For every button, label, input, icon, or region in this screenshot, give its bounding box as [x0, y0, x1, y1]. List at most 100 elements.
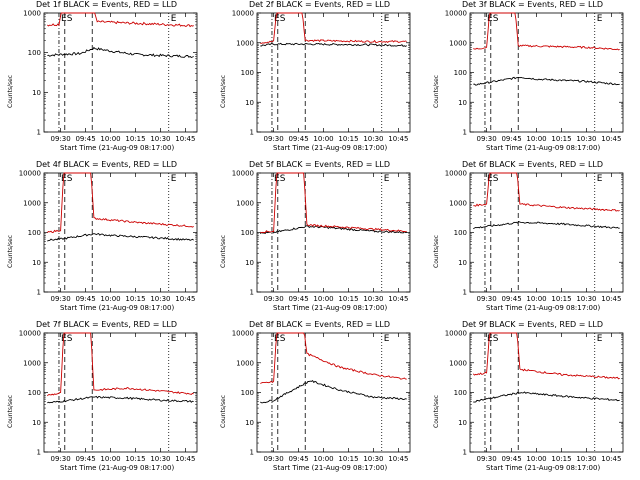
- event-marker-label: E: [171, 174, 177, 184]
- series-line-lld: [46, 172, 194, 233]
- x-tick-label: 09:45: [288, 455, 308, 463]
- y-tick-label: 100: [28, 49, 41, 57]
- x-tick-label: 09:45: [501, 455, 521, 463]
- panel-title: Det 1f BLACK = Events, RED = LLD: [35, 0, 178, 9]
- y-tick-label: 1: [463, 289, 467, 297]
- detector-panel-3: Det 3f BLACK = Events, RED = LLD Counts/s…: [426, 0, 639, 160]
- event-marker-label: S: [67, 174, 73, 184]
- x-tick-label: 10:00: [313, 135, 333, 143]
- event-marker-label: E: [487, 174, 493, 184]
- panel-title: Det 9f BLACK = Events, RED = LLD: [461, 320, 604, 329]
- event-marker-label: S: [493, 334, 499, 344]
- y-tick-label: 10000: [19, 330, 41, 338]
- event-marker-label: S: [280, 334, 286, 344]
- x-tick-label: 09:30: [51, 135, 71, 143]
- y-tick-label: 100: [241, 389, 254, 397]
- x-tick-label: 10:30: [576, 135, 596, 143]
- chart-svg: 1 10 100 1000 10000 09:30 09:45 10:00 10:15 10:30…: [445, 330, 624, 463]
- series-line-lld: [260, 172, 407, 234]
- plot-frame: [469, 332, 624, 453]
- x-tick-label: 10:30: [150, 455, 170, 463]
- y-tick-label: 100: [454, 69, 467, 77]
- y-tick-label: 10000: [232, 170, 254, 178]
- series-line-events: [473, 76, 620, 86]
- event-marker-label: S: [67, 334, 73, 344]
- y-tick-label: 10: [458, 419, 467, 427]
- event-marker-label: E: [171, 334, 177, 344]
- x-axis-label: Start Time (21-Aug-09 08:17:00): [486, 304, 601, 312]
- y-tick-label: 1000: [236, 359, 254, 367]
- x-axis-label: Start Time (21-Aug-09 08:17:00): [273, 144, 388, 152]
- chart-svg: 1 10 100 1000 10000 09:30 09:45 10:00 10:15 10:30…: [19, 330, 198, 463]
- panel-title: Det 3f BLACK = Events, RED = LLD: [461, 0, 604, 9]
- x-tick-label: 10:45: [601, 295, 621, 303]
- x-tick-label: 10:00: [100, 295, 120, 303]
- x-tick-label: 10:30: [150, 135, 170, 143]
- detector-panel-6: Det 6f BLACK = Events, RED = LLD Counts/s…: [426, 160, 639, 320]
- detector-panel-2: Det 2f BLACK = Events, RED = LLD Counts/s…: [213, 0, 426, 160]
- detector-panel-7: Det 7f BLACK = Events, RED = LLD Counts/s…: [0, 320, 213, 480]
- detector-panel-1: Det 1f BLACK = Events, RED = LLD Counts/s…: [0, 0, 213, 160]
- y-tick-label: 100: [241, 229, 254, 237]
- event-marker-label: E: [61, 14, 67, 24]
- event-marker-label: E: [597, 174, 603, 184]
- event-marker-label: E: [274, 14, 280, 24]
- x-tick-label: 09:45: [288, 295, 308, 303]
- chart-svg: 1 10 100 1000 09:30 09:45 10:00 10:15 10:30 10:45…: [23, 10, 198, 143]
- y-tick-label: 1: [250, 129, 254, 137]
- event-marker-label: E: [171, 14, 177, 24]
- y-tick-label: 10: [32, 89, 41, 97]
- series-line-events: [259, 225, 407, 235]
- plot-frame: [43, 12, 198, 133]
- event-marker-label: S: [493, 14, 499, 24]
- y-tick-label: 10000: [445, 10, 467, 18]
- chart-svg: 1 10 100 1000 10000 09:30 09:45 10:00 10:15 10:30…: [232, 330, 411, 463]
- x-tick-label: 10:15: [125, 295, 145, 303]
- panel-title: Det 6f BLACK = Events, RED = LLD: [461, 160, 604, 169]
- x-tick-label: 10:30: [576, 295, 596, 303]
- chart-svg: 1 10 100 1000 10000 09:30 09:45 10:00 10:15 10:30…: [445, 170, 624, 303]
- x-tick-label: 10:15: [338, 135, 358, 143]
- x-tick-label: 10:45: [175, 295, 195, 303]
- panel-title: Det 7f BLACK = Events, RED = LLD: [35, 320, 178, 329]
- y-tick-label: 1000: [23, 10, 41, 18]
- series-line-events: [260, 379, 407, 404]
- y-tick-label: 1000: [449, 39, 467, 47]
- plot-frame: [256, 12, 411, 133]
- x-tick-label: 09:30: [51, 455, 71, 463]
- event-marker-label: E: [384, 174, 390, 184]
- y-tick-label: 10000: [232, 330, 254, 338]
- x-tick-label: 10:00: [526, 455, 546, 463]
- event-marker-label: S: [67, 14, 73, 24]
- y-tick-label: 1000: [236, 39, 254, 47]
- y-tick-label: 1: [37, 449, 41, 457]
- x-tick-label: 10:00: [526, 295, 546, 303]
- y-tick-label: 1: [463, 449, 467, 457]
- x-tick-label: 10:00: [100, 455, 120, 463]
- y-tick-label: 1000: [23, 359, 41, 367]
- y-tick-label: 10: [245, 99, 254, 107]
- y-tick-label: 1000: [23, 199, 41, 207]
- panel-title: Det 4f BLACK = Events, RED = LLD: [35, 160, 178, 169]
- x-tick-label: 09:45: [75, 455, 95, 463]
- y-tick-label: 1000: [236, 199, 254, 207]
- y-tick-label: 1: [250, 449, 254, 457]
- y-tick-label: 10: [458, 99, 467, 107]
- x-tick-label: 10:15: [338, 455, 358, 463]
- series-line-events: [47, 46, 194, 59]
- event-marker-label: S: [280, 174, 286, 184]
- x-tick-label: 10:30: [576, 455, 596, 463]
- series-line-events: [473, 391, 620, 403]
- y-tick-label: 1000: [449, 359, 467, 367]
- plot-frame: [469, 12, 624, 133]
- chart-svg: 1 10 100 1000 10000 09:30 09:45 10:00 10:15 10:30…: [19, 170, 198, 303]
- x-tick-label: 09:30: [477, 135, 497, 143]
- series-line-lld: [260, 332, 407, 384]
- x-axis-label: Start Time (21-Aug-09 08:17:00): [273, 464, 388, 472]
- y-tick-label: 10000: [19, 170, 41, 178]
- chart-svg: 1 10 100 1000 10000 09:30 09:45 10:00 10:15 10:30…: [232, 10, 411, 143]
- event-marker-label: E: [597, 334, 603, 344]
- series-line-events: [473, 221, 620, 230]
- series-line-lld: [473, 172, 620, 212]
- detector-panel-4: Det 4f BLACK = Events, RED = LLD Counts/s…: [0, 160, 213, 320]
